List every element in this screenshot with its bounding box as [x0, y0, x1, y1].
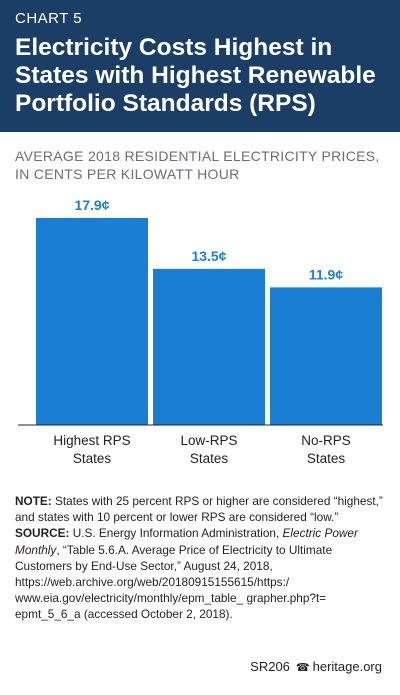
category-label-0-line-1: States — [73, 451, 112, 466]
report-code: SR206 — [250, 659, 290, 674]
chart-number-label: CHART 5 — [15, 10, 83, 27]
footer: SR206 ☎ heritage.org — [250, 659, 382, 674]
note-text: States with 25 percent RPS or higher are… — [15, 494, 383, 525]
bar-0 — [36, 218, 148, 425]
bar-chart: 17.9¢ Highest RPS States 13.5¢ Low-RPS States… — [18, 197, 383, 466]
heritage-bell-icon: ☎ — [295, 662, 310, 674]
bar-value-label-1: 13.5¢ — [191, 248, 226, 264]
site-link[interactable]: heritage.org — [312, 659, 382, 674]
category-label-2-line-1: States — [307, 451, 346, 466]
chart-header: CHART 5 Electricity Costs Highest in Sta… — [0, 0, 400, 132]
source-text-pre: U.S. Energy Information Administration, — [72, 526, 280, 541]
category-label-1-line-1: States — [190, 451, 229, 466]
chart-notes: NOTE: States with 25 percent RPS or high… — [15, 493, 387, 623]
bar-value-label-2: 11.9¢ — [309, 266, 343, 282]
note-paragraph: NOTE: States with 25 percent RPS or high… — [15, 493, 387, 525]
bar-2 — [270, 287, 382, 425]
category-label-0-line-0: Highest RPS — [53, 433, 130, 448]
source-publication: Electric Power Monthly — [15, 526, 358, 557]
source-text-post: , “Table 5.6.A. Average Price of Electri… — [15, 542, 333, 622]
category-label-2-line-0: No-RPS — [301, 433, 351, 448]
chart-subtitle: AVERAGE 2018 RESIDENTIAL ELECTRICITY PRI… — [15, 148, 380, 182]
chart-title: Electricity Costs Highest in States with… — [15, 34, 376, 117]
source-label: SOURCE: — [15, 526, 70, 541]
bar-value-label-0: 17.9¢ — [74, 197, 109, 213]
note-label: NOTE: — [15, 494, 52, 508]
source-paragraph: SOURCE: U.S. Energy Information Administ… — [15, 525, 387, 622]
bar-1 — [153, 268, 265, 425]
category-label-1-line-0: Low-RPS — [180, 433, 237, 448]
